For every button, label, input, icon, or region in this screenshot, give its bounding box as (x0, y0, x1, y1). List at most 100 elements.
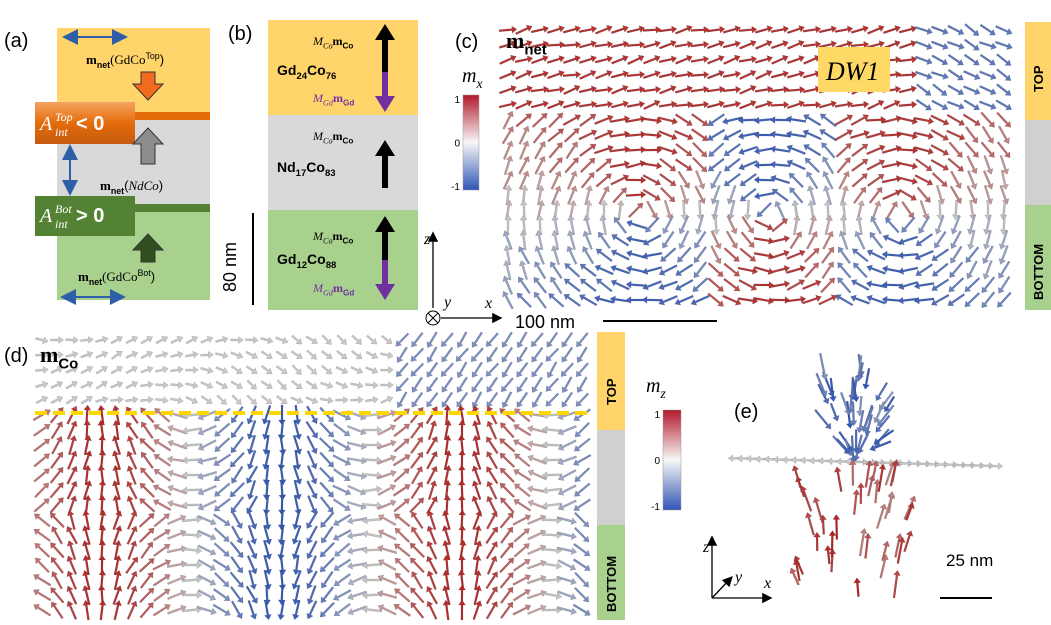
vector-arrow (572, 585, 591, 604)
vector-arrow (110, 334, 125, 346)
vector-arrow (65, 584, 80, 605)
vector-arrow (706, 291, 726, 309)
vector-arrow (562, 99, 581, 111)
vector-arrow (962, 83, 981, 96)
vector-arrow (215, 393, 229, 407)
vector-arrow (567, 215, 578, 236)
vector-arrow (365, 381, 379, 389)
vector-arrow (80, 379, 95, 391)
vector-arrow (819, 245, 837, 265)
vector-arrow (963, 37, 982, 53)
vector-arrow (572, 525, 591, 544)
vector-arrow (230, 363, 245, 376)
vector-arrow (626, 25, 645, 36)
vector-arrow (642, 160, 663, 170)
vector-arrow (722, 70, 741, 80)
vector-arrow (572, 466, 591, 485)
vector-arrow (125, 599, 140, 620)
vector-arrow (244, 465, 260, 486)
vector-arrow (771, 101, 789, 109)
vector-arrow (706, 111, 726, 128)
vector-arrow (512, 497, 533, 514)
vector-arrow (497, 451, 516, 470)
colorbar-tick: -1 (451, 182, 460, 193)
vector-arrow (332, 466, 352, 483)
vector-arrow (65, 554, 79, 575)
vector-arrow (48, 510, 67, 529)
vector-arrow (572, 497, 593, 514)
vector-arrow (627, 85, 646, 94)
vector-arrow (275, 334, 290, 345)
vector-arrow (658, 185, 677, 204)
axis-y (712, 578, 731, 598)
vector-arrow (498, 555, 517, 574)
vector-arrow (548, 260, 565, 281)
text-part: m (333, 229, 343, 243)
vector-arrow (674, 262, 695, 279)
vector-arrow (865, 263, 886, 277)
vector-arrow (484, 435, 501, 456)
vector-arrow (881, 174, 902, 185)
scale-label: 100 nm (515, 312, 575, 332)
vector-arrow (818, 99, 837, 110)
vector-arrow (304, 525, 320, 546)
vector-arrow (786, 99, 805, 111)
vector-arrow (500, 290, 516, 311)
vector-arrow (260, 335, 274, 345)
vector-arrow (65, 569, 79, 590)
vector-arrow (365, 333, 379, 347)
vector-arrow (425, 524, 439, 545)
vector-arrow (899, 101, 918, 110)
vector-arrow (722, 156, 742, 174)
vector-arrow (245, 419, 258, 440)
vector-arrow (786, 170, 805, 189)
vector-arrow (245, 393, 259, 407)
vector-arrow (627, 71, 646, 80)
panel-a (35, 28, 210, 300)
vector-arrow (512, 572, 533, 587)
vector-arrow (470, 464, 483, 485)
vector-arrow (658, 70, 677, 81)
vector-arrow (707, 85, 726, 94)
vector-arrow (152, 602, 173, 619)
vector-arrow (200, 365, 214, 375)
text-part: net (524, 42, 546, 59)
vector-arrow (514, 391, 530, 410)
vector-arrow (599, 215, 609, 236)
vector-arrow (723, 86, 742, 95)
vector-arrow (320, 395, 334, 404)
vector-arrow (753, 264, 774, 276)
vector-arrow (140, 381, 154, 390)
vector-arrow (979, 110, 998, 130)
vector-arrow (803, 260, 822, 279)
vector-arrow (786, 54, 805, 67)
vector-arrow (408, 585, 426, 605)
colorbar-tick: 0 (654, 456, 660, 467)
vector-arrow (392, 601, 412, 618)
vector-arrow (615, 200, 625, 221)
vector-arrow (594, 23, 613, 36)
vector-arrow (365, 396, 379, 405)
text-part: 12 (296, 260, 307, 271)
vector-arrow (305, 394, 320, 406)
vector-arrow (580, 245, 596, 266)
vector-arrow (946, 276, 965, 295)
vector-arrow (658, 83, 677, 96)
vector-arrow (350, 333, 364, 347)
vector-arrow (739, 26, 757, 34)
vector-arrow (469, 361, 485, 380)
vector-arrow (850, 141, 870, 159)
colorbar-tick: -1 (651, 502, 660, 513)
vector-arrow (595, 85, 614, 94)
vector-arrow (851, 489, 861, 515)
vector-arrow (690, 111, 710, 128)
vector-arrow (137, 556, 157, 575)
vector-arrow (332, 421, 352, 439)
vector-arrow (675, 40, 694, 50)
text-part: Co (307, 251, 326, 267)
vector-arrow (865, 143, 886, 157)
vector-arrow (365, 364, 380, 375)
vector-arrow (981, 154, 994, 175)
vector-arrow (408, 361, 426, 379)
vector-arrow (658, 246, 678, 265)
